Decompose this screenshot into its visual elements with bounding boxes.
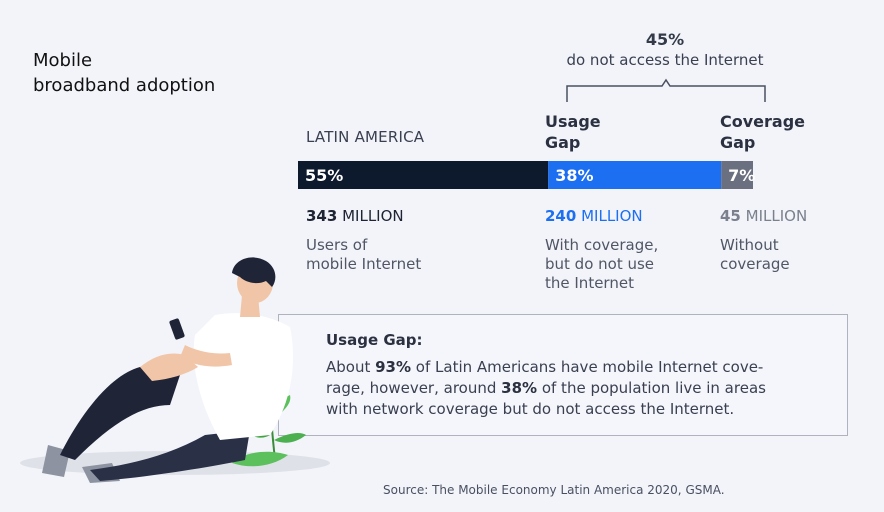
usage-gap-unit: MILLION <box>581 207 643 225</box>
usage-gap-number: 240 <box>545 207 577 225</box>
note-title: Usage Gap: <box>326 331 423 349</box>
note-line-2: rage, however, around 38% of the populat… <box>326 379 766 397</box>
bar-label-3: 7% <box>728 166 755 185</box>
column-coverage-gap: 45 MILLION Without coverage <box>720 206 807 274</box>
region-label: LATIN AMERICA <box>306 128 425 146</box>
bar-segment-3 <box>721 161 753 189</box>
gap-bracket <box>566 78 766 102</box>
coverage-gap-unit: MILLION <box>745 207 808 225</box>
total-gap-description: do not access the Internet <box>566 51 764 69</box>
usage-gap-desc-line-2: but do not use <box>545 255 655 273</box>
users-number: 343 <box>306 207 338 225</box>
person-sitting-with-phone-icon <box>20 257 330 483</box>
note-line-3: with network coverage but do not access … <box>326 400 735 418</box>
title-line-1: Mobile <box>33 50 93 71</box>
bar-segment-2 <box>548 161 722 189</box>
coverage-gap-desc-line-2: coverage <box>720 255 790 273</box>
coverage-gap-number: 45 <box>720 207 741 225</box>
bar-segment-1 <box>298 161 549 189</box>
source-note: Source: The Mobile Economy Latin America… <box>383 483 725 497</box>
coverage-gap-heading-line-2: Gap <box>720 133 756 152</box>
usage-gap-desc-line-3: the Internet <box>545 274 634 292</box>
total-gap-annotation: 45% do not access the Internet <box>560 30 770 70</box>
usage-gap-heading-line-2: Gap <box>545 133 581 152</box>
title-line-2: broadband adoption <box>33 75 216 96</box>
users-desc-line-2: mobile Internet <box>306 255 422 273</box>
users-desc-line-1: Users of <box>306 236 368 254</box>
coverage-gap-heading: Coverage Gap <box>720 111 805 153</box>
usage-gap-desc-line-1: With coverage, <box>545 236 659 254</box>
total-gap-percent: 45% <box>645 30 685 49</box>
column-usage-gap: 240 MILLION With coverage, but do not us… <box>545 206 658 293</box>
coverage-gap-desc-line-1: Without <box>720 236 779 254</box>
note-line-1: About 93% of Latin Americans have mobile… <box>326 358 764 376</box>
column-users: 343 MILLION Users of mobile Internet <box>306 206 421 274</box>
bar-label-2: 38% <box>555 166 593 185</box>
users-unit: MILLION <box>342 207 404 225</box>
note-body: About 93% of Latin Americans have mobile… <box>326 357 831 420</box>
usage-gap-heading-line-1: Usage <box>545 112 601 131</box>
bar-label-1: 55% <box>305 166 343 185</box>
usage-gap-heading: Usage Gap <box>545 111 601 153</box>
coverage-gap-heading-line-1: Coverage <box>720 112 806 131</box>
chart-title: Mobile broadband adoption <box>33 48 215 98</box>
usage-gap-note-box: Usage Gap: About 93% of Latin Americans … <box>278 314 848 436</box>
